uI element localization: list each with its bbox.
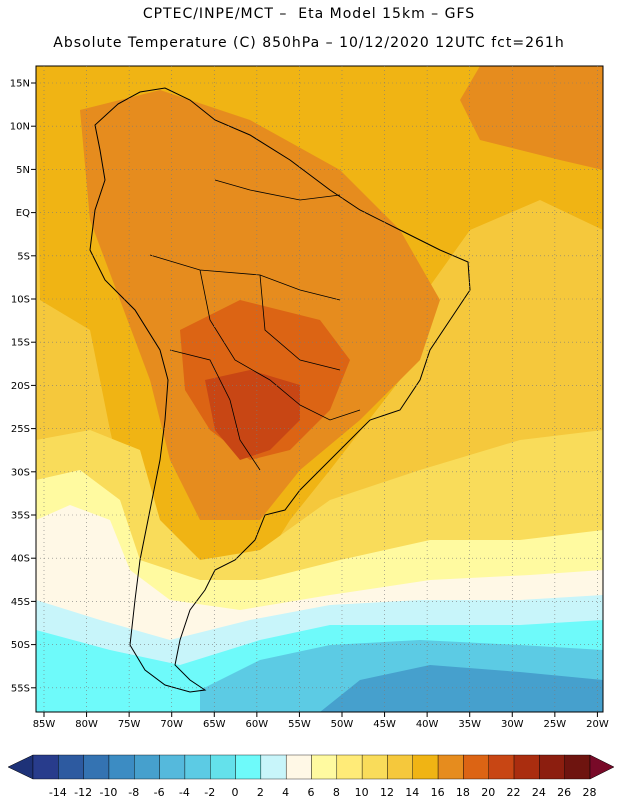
colorbar-swatch (488, 754, 515, 780)
colorbar-label: 26 (557, 786, 571, 799)
colorbar-label: 14 (405, 786, 419, 799)
lon-tick-label: 60W (246, 719, 269, 730)
colorbar-label: 24 (532, 786, 546, 799)
colorbar-label: 2 (257, 786, 264, 799)
lat-tick-label: 5N (16, 165, 30, 176)
field-region-minus4c (320, 665, 603, 712)
country-borders (149, 179, 361, 471)
lon-tick-label: 75W (118, 719, 141, 730)
colorbar-swatch (463, 754, 489, 780)
lon-tick-label: 45W (373, 719, 396, 730)
colorbar-label: -8 (128, 786, 139, 799)
colorbar-label: 0 (232, 786, 239, 799)
colorbar-swatch (32, 754, 59, 780)
lon-tick-label: 80W (75, 719, 98, 730)
title-line-1: CPTEC/INPE/MCT – Eta Model 15km – GFS (142, 6, 476, 22)
colorbar-label: 22 (507, 786, 521, 799)
lon-tick-label: 55W (288, 719, 311, 730)
lat-tick-label: 15S (11, 338, 30, 349)
lon-tick-label: 20W (586, 719, 609, 730)
colorbar-label: -10 (99, 786, 117, 799)
colorbar-swatch (412, 754, 439, 780)
lat-tick-label: 45S (11, 597, 30, 608)
colorbar-swatch (235, 754, 262, 780)
field-region-24c (205, 370, 300, 460)
field-region-8c (36, 505, 603, 665)
colorbar-swatch (437, 754, 464, 780)
lat-tick-label: 25S (11, 424, 30, 435)
colorbar-swatch (361, 754, 388, 780)
colorbar-swatch (539, 754, 565, 780)
axis-ticks: 15N 10N 5N EQ 5S 10S 15S 20S 25S 30S 35S 40S 45S 50S 5… (10, 79, 609, 731)
colorbar-label: -14 (49, 786, 67, 799)
colorbar-swatch (387, 754, 413, 780)
lat-tick-label: 5S (17, 251, 30, 262)
lat-tick-label: EQ (16, 208, 30, 219)
lon-tick-label: 40W (416, 719, 439, 730)
lat-tick-label: 35S (11, 511, 30, 522)
title-line-2: Absolute Temperature (C) 850hPa – 10/12/… (53, 35, 565, 51)
colorbar-swatch (260, 754, 287, 780)
colorbar-label: -2 (204, 786, 215, 799)
colorbar-swatch (285, 754, 312, 780)
map-frame (35, 65, 604, 713)
temperature-field (36, 66, 603, 712)
colorbar-label: 18 (456, 786, 470, 799)
colorbar-low-arrow (7, 754, 34, 780)
lat-tick-label: 50S (11, 640, 30, 651)
colorbar-swatch (58, 754, 84, 780)
colorbar-label: 16 (431, 786, 445, 799)
lat-tick-label: 20S (11, 381, 30, 392)
colorbar-swatch (210, 754, 236, 780)
lon-tick-label: 65W (203, 719, 226, 730)
colorbar-label: -6 (154, 786, 165, 799)
lat-tick-label: 40S (11, 554, 30, 565)
lon-tick-label: 30W (501, 719, 524, 730)
colorbar-label: 20 (481, 786, 495, 799)
colorbar-swatch (108, 754, 135, 780)
south-america-coastline (89, 87, 471, 693)
lat-tick-label: 10S (11, 295, 30, 306)
colorbar-label: 12 (380, 786, 394, 799)
lat-tick-label: 15N (10, 79, 30, 90)
lon-tick-label: 70W (160, 719, 183, 730)
colorbar-label: 10 (355, 786, 369, 799)
colorbar-label: 6 (308, 786, 315, 799)
colorbar-swatch (513, 754, 540, 780)
lat-tick-label: 10N (10, 122, 30, 133)
colorbar-swatch (83, 754, 110, 780)
lat-tick-label: 30S (11, 467, 30, 478)
lat-lon-gridlines (36, 66, 603, 712)
colorbar-label: -4 (179, 786, 190, 799)
lon-tick-label: 85W (33, 719, 56, 730)
lon-tick-label: 25W (544, 719, 567, 730)
colorbar-swatch (184, 754, 211, 780)
colorbar-label: 8 (333, 786, 340, 799)
field-region-20c-atlantic (460, 66, 603, 170)
lon-tick-label: 35W (458, 719, 481, 730)
colorbar-swatch (159, 754, 186, 780)
colorbar-high-arrow (589, 754, 615, 780)
colorbar-label: -12 (74, 786, 92, 799)
colorbar-swatch (336, 754, 363, 780)
colorbar-label: 4 (282, 786, 289, 799)
lat-tick-label: 55S (11, 683, 30, 694)
lon-tick-label: 50W (331, 719, 354, 730)
colorbar: -14 -12 -10 -8 -6 -4 -2 0 2 4 6 8 10 12 14 16 18 20 22 24 26… (7, 754, 615, 799)
colorbar-swatch (564, 754, 591, 780)
colorbar-label: 28 (583, 786, 597, 799)
colorbar-swatch (134, 754, 160, 780)
colorbar-swatch (311, 754, 338, 780)
